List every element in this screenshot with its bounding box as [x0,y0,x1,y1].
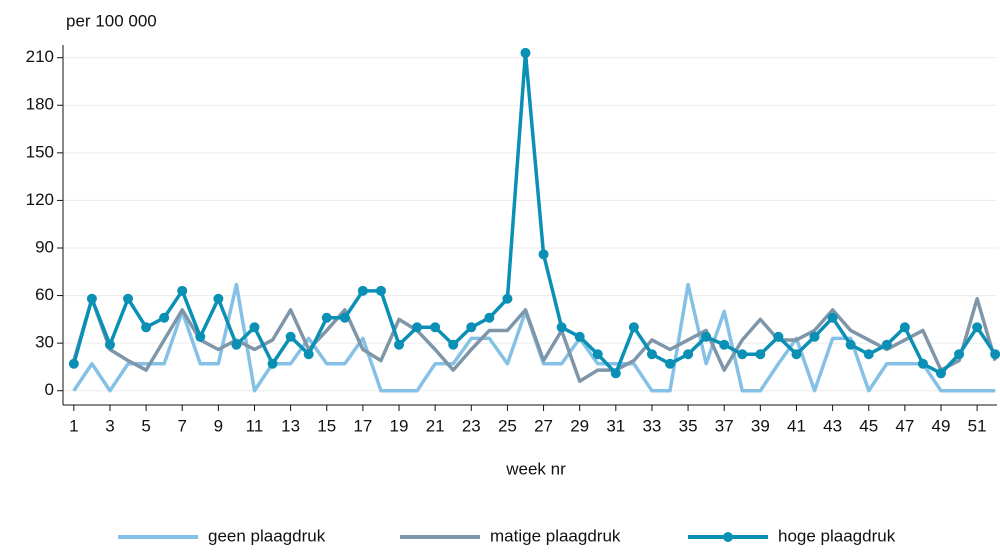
x-tick-label: 7 [177,416,186,435]
legend-marker [723,532,733,542]
x-tick-label: 9 [214,416,223,435]
x-tick-label: 49 [932,416,951,435]
x-tick-label: 5 [141,416,150,435]
x-tick-label: 3 [105,416,114,435]
data-point [339,312,350,323]
data-point [267,358,278,369]
data-point [177,285,188,296]
data-point [538,249,549,260]
data-point [755,349,766,360]
data-point [610,368,621,379]
data-point [646,349,657,360]
x-tick-label: 21 [426,416,445,435]
data-point [917,358,928,369]
data-point [466,322,477,333]
y-axis-label: per 100 000 [66,11,157,30]
x-tick-label: 43 [823,416,842,435]
x-tick-label: 45 [859,416,878,435]
legend-label: hoge plaagdruk [778,526,896,545]
data-point [195,331,206,342]
x-tick-label: 17 [353,416,372,435]
y-tick-label: 0 [45,380,54,399]
data-point [683,349,694,360]
data-point [899,322,910,333]
data-point [104,339,115,350]
data-point [574,331,585,342]
data-point [773,331,784,342]
x-tick-label: 29 [570,416,589,435]
x-tick-label: 33 [642,416,661,435]
data-point [935,368,946,379]
data-point [357,285,368,296]
legend-label: geen plaagdruk [208,526,326,545]
x-tick-label: 25 [498,416,517,435]
data-point [394,339,405,350]
x-tick-label: 11 [246,416,264,435]
data-point [628,322,639,333]
x-tick-label: 13 [281,416,300,435]
data-point [213,293,224,304]
data-point [990,349,1000,360]
data-point [791,349,802,360]
x-tick-label: 47 [895,416,914,435]
data-point [484,312,495,323]
data-point [430,322,441,333]
x-tick-label: 19 [390,416,409,435]
data-point [303,349,314,360]
data-point [827,312,838,323]
data-point [520,47,531,58]
x-tick-label: 37 [715,416,734,435]
x-tick-label: 23 [462,416,481,435]
x-tick-label: 27 [534,416,553,435]
y-tick-label: 180 [26,95,54,114]
data-point [845,339,856,350]
data-point [592,349,603,360]
data-point [412,322,423,333]
data-point [321,312,332,323]
data-point [972,322,983,333]
legend-label: matige plaagdruk [490,526,621,545]
data-point [448,339,459,350]
data-point [231,339,242,350]
x-tick-label: 35 [679,416,698,435]
data-point [954,349,965,360]
x-tick-label: 51 [968,416,987,435]
data-point [68,358,79,369]
data-point [556,322,567,333]
y-tick-label: 90 [35,237,54,256]
data-point [863,349,874,360]
data-point [375,285,386,296]
y-tick-label: 150 [26,142,54,161]
line-series [72,296,997,383]
data-point [701,331,712,342]
data-point [881,339,892,350]
data-point [665,358,676,369]
data-point [719,339,730,350]
x-tick-label: 31 [606,416,625,435]
x-tick-label: 41 [787,416,806,435]
data-point [737,349,748,360]
y-tick-label: 120 [26,190,54,209]
data-point [141,322,152,333]
data-point [123,293,134,304]
x-tick-label: 39 [751,416,770,435]
data-point [502,293,513,304]
x-axis-label: week nr [505,459,566,478]
data-point [285,331,296,342]
data-point [86,293,97,304]
x-tick-label: 1 [69,416,78,435]
line-series [72,51,997,376]
y-tick-label: 30 [35,333,54,352]
data-point [809,331,820,342]
data-point [249,322,260,333]
y-tick-label: 60 [35,285,54,304]
x-tick-label: 15 [317,416,336,435]
y-tick-label: 210 [26,47,54,66]
data-point [159,312,170,323]
